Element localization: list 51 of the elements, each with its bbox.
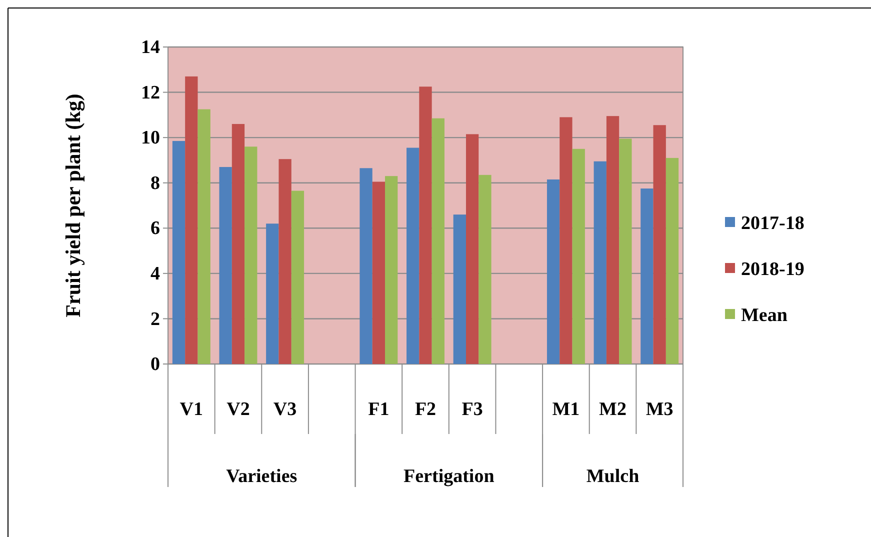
bar xyxy=(372,182,386,364)
bar xyxy=(432,118,444,364)
text: Mulch xyxy=(586,466,640,487)
bar xyxy=(406,148,420,364)
y-axis-title: Fruit yield per plant (kg) xyxy=(61,94,85,318)
y-tick-label: 2 xyxy=(150,308,160,330)
legend-label: 2017-18 xyxy=(741,213,804,234)
x-tick-label: M3 xyxy=(646,399,674,420)
bar xyxy=(232,124,245,364)
y-tick-label: 12 xyxy=(141,82,160,104)
x-tick-label: F2 xyxy=(414,399,436,420)
y-tick-label: 8 xyxy=(150,172,160,194)
x-tick-label: F3 xyxy=(462,399,483,420)
bar xyxy=(278,159,292,364)
legend-label: 2018-19 xyxy=(741,259,804,280)
bar xyxy=(291,190,304,364)
bar xyxy=(385,176,398,364)
bar xyxy=(266,224,279,364)
legend-label: Mean xyxy=(741,305,788,326)
bar xyxy=(185,76,198,364)
y-tick-label: 0 xyxy=(150,354,160,376)
bar xyxy=(244,146,258,364)
bar xyxy=(546,179,560,364)
x-tick-label: M1 xyxy=(552,399,580,420)
bar xyxy=(466,134,479,364)
bar xyxy=(219,167,232,364)
bar xyxy=(560,117,572,364)
bar xyxy=(360,168,372,364)
bar xyxy=(478,174,492,364)
bar xyxy=(640,188,654,364)
bar xyxy=(619,138,632,364)
bar xyxy=(198,109,210,364)
bar xyxy=(666,158,679,364)
x-tick-label: M2 xyxy=(599,399,626,420)
y-tick-label: 4 xyxy=(150,264,160,285)
y-tick-label: 10 xyxy=(141,128,160,149)
x-tick-label: F1 xyxy=(368,399,390,420)
bar xyxy=(606,116,620,364)
bar xyxy=(419,86,432,364)
bar xyxy=(172,140,186,364)
y-tick-label: 14 xyxy=(141,37,160,58)
bar xyxy=(453,214,466,364)
bar xyxy=(572,148,585,364)
text: Varieties xyxy=(226,466,298,487)
x-tick-label: V1 xyxy=(180,399,204,420)
bar xyxy=(653,125,666,364)
x-tick-label: V2 xyxy=(226,399,250,420)
text: Fertigation xyxy=(404,466,495,487)
bar xyxy=(594,161,606,364)
x-tick-label: V3 xyxy=(273,399,297,420)
y-tick-label: 6 xyxy=(150,218,160,240)
